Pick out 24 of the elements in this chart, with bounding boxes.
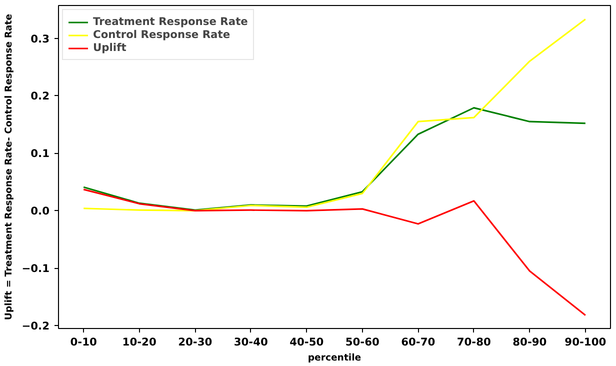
x-tick-label: 70-80: [456, 336, 491, 348]
x-tick-label: 40-50: [290, 336, 324, 348]
x-tick-label: 90-100: [564, 336, 606, 348]
line-series: [82, 107, 586, 211]
x-tick-label: 0-10: [70, 336, 97, 348]
y-tick-label: −0.1: [22, 262, 50, 276]
legend-label: Control Response Rate: [93, 28, 230, 41]
legend-label: Uplift: [93, 41, 126, 54]
x-tick-label: 20-30: [178, 336, 212, 348]
x-axis-title: percentile: [308, 352, 362, 364]
x-tick-label: 50-60: [345, 336, 380, 348]
y-tick-label: 0.2: [30, 90, 50, 103]
y-tick-label: 0.3: [30, 32, 50, 46]
x-tick-label: 80-90: [512, 336, 547, 348]
x-tick-label: 10-20: [122, 336, 156, 348]
x-tick-label: 60-70: [401, 336, 436, 348]
legend-label: Treatment Response Rate: [93, 15, 248, 28]
y-tick-label: 0.0: [30, 204, 50, 218]
line-series: [82, 188, 586, 316]
y-tick-label: 0.1: [30, 147, 50, 160]
y-tick-label: −0.2: [22, 320, 50, 333]
x-tick-label: 30-40: [234, 336, 268, 348]
line-series: [82, 18, 586, 212]
y-axis-title: Uplift = Treatment Response Rate- Control Response Rate: [4, 14, 15, 320]
